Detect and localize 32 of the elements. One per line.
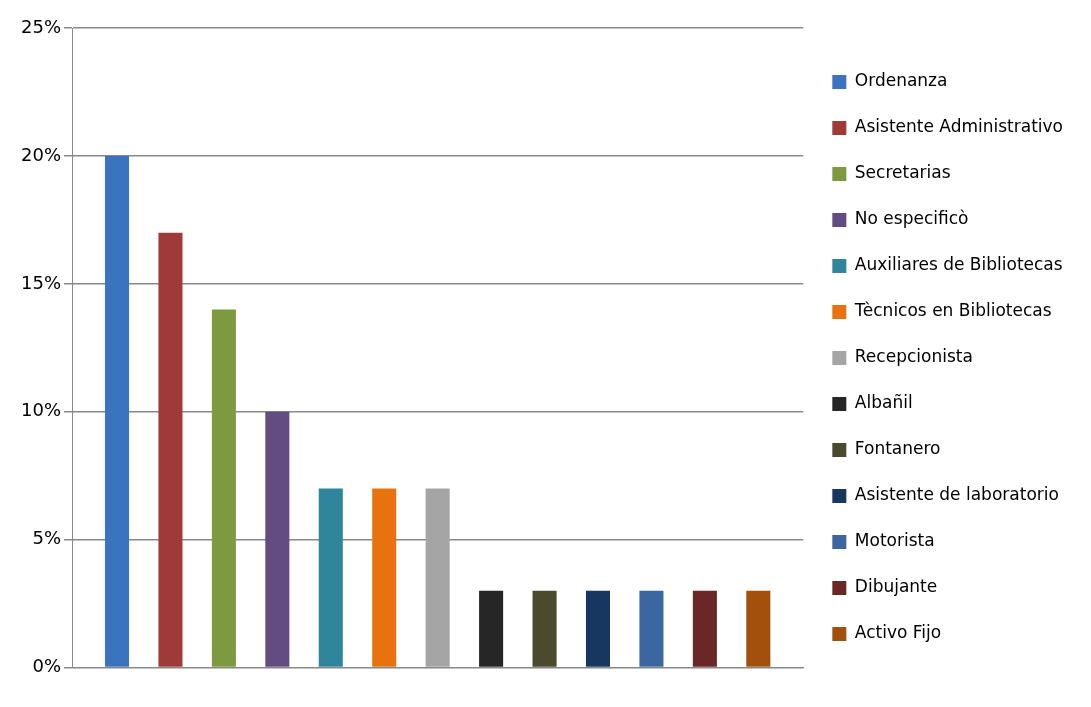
- bar: [532, 590, 557, 667]
- y-tick-label: 20%: [20, 143, 62, 165]
- legend-label: Recepcionista: [854, 346, 973, 367]
- bar: [104, 155, 130, 667]
- bar: [265, 411, 290, 667]
- legend-label: Asistente de laboratorio: [854, 484, 1059, 505]
- y-tick-label: 10%: [20, 399, 62, 421]
- legend-label: Tècnicos en Bibliotecas: [853, 300, 1052, 321]
- bar: [211, 309, 236, 667]
- y-tick-label: 15%: [20, 271, 62, 293]
- bar: [639, 590, 664, 667]
- legend-label: Fontanero: [854, 438, 941, 459]
- bar: [479, 590, 504, 667]
- y-tick-label: 0%: [32, 655, 62, 677]
- legend-label: Activo Fijo: [854, 622, 942, 643]
- legend-label: Dibujante: [854, 576, 938, 597]
- legend-label: Secretarias: [854, 162, 951, 183]
- legend-label: Motorista: [854, 530, 935, 551]
- bar: [372, 488, 397, 667]
- bar: [425, 488, 450, 667]
- bar: [746, 590, 771, 667]
- legend-label: Asistente Administrativo: [854, 116, 1064, 137]
- legend-label: Albañil: [854, 392, 913, 413]
- bar: [158, 232, 183, 667]
- bar: [692, 590, 717, 667]
- legend-label: No especificò: [854, 208, 969, 229]
- bar: [585, 590, 611, 667]
- bar: [318, 488, 343, 667]
- y-tick-label: 5%: [32, 527, 62, 549]
- legend-label: Ordenanza: [854, 70, 948, 91]
- legend-label: Auxiliares de Bibliotecas: [854, 254, 1063, 275]
- y-tick-label: 25%: [20, 15, 62, 37]
